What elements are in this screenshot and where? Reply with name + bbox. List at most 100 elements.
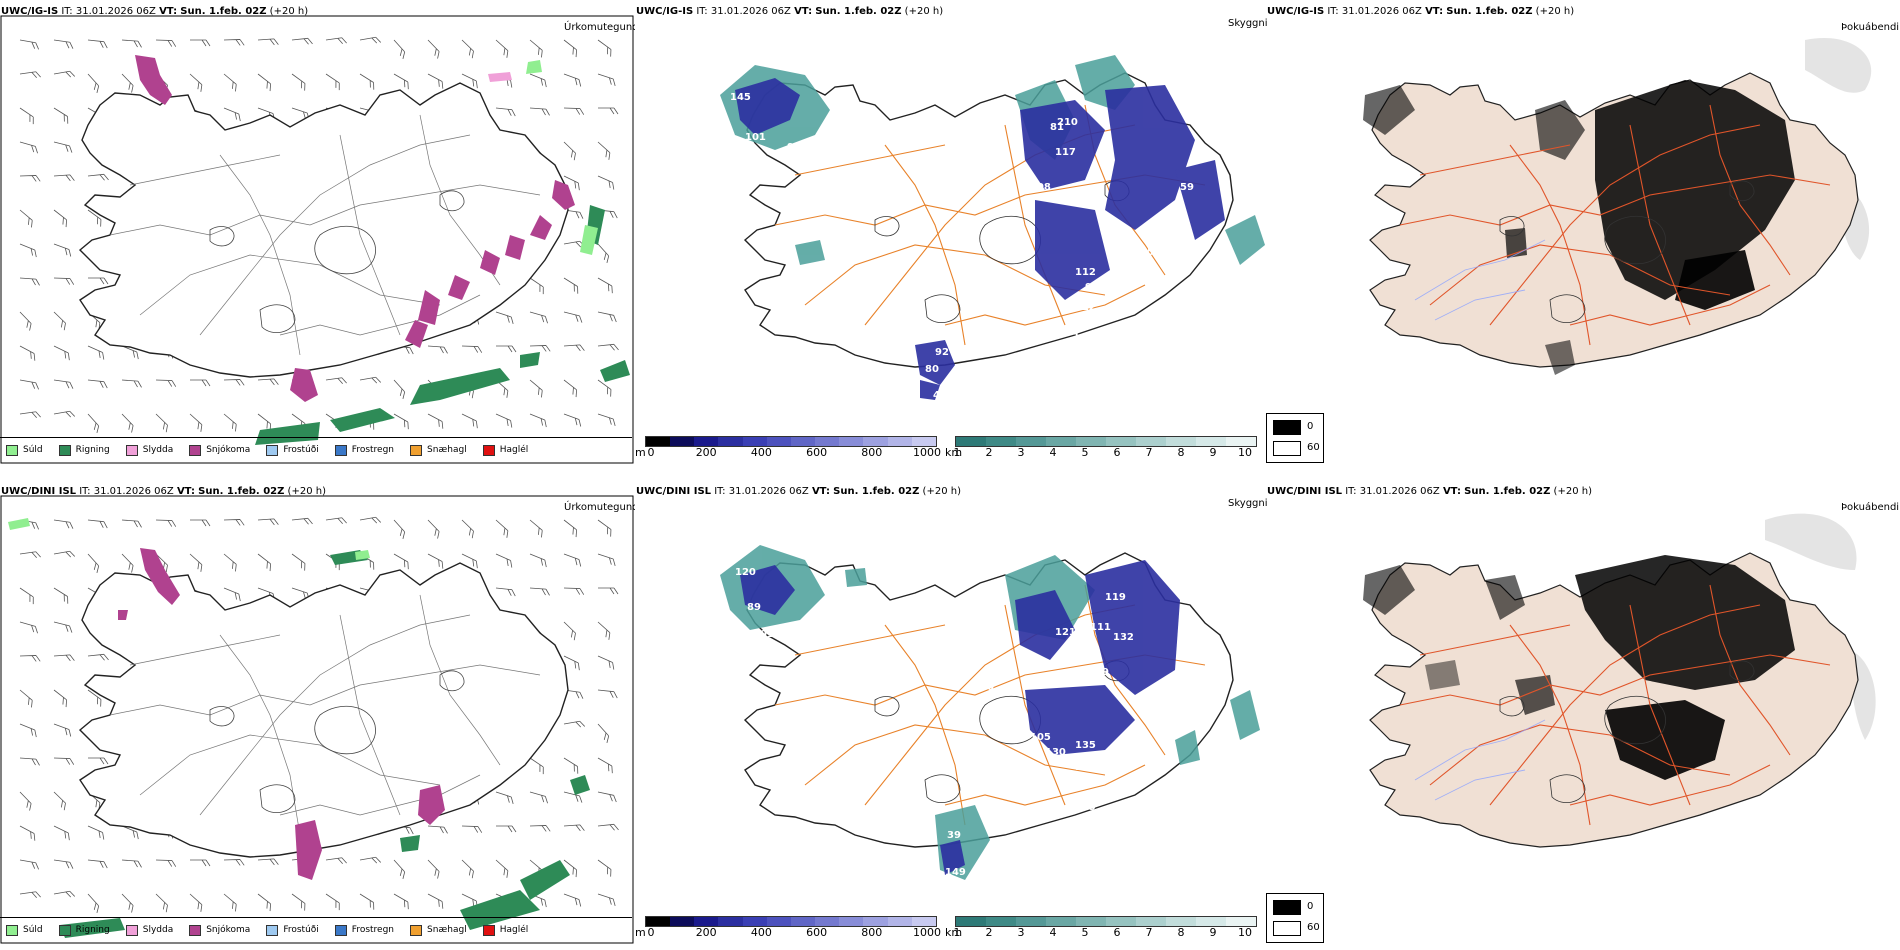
wind-barb: [359, 73, 375, 90]
wind-barb: [427, 893, 444, 909]
ceiling-label: 92: [935, 347, 949, 358]
wind-barb: [87, 39, 108, 49]
scale-tick: 9: [1209, 446, 1217, 459]
scale-unit: m: [635, 446, 646, 459]
ceiling-label: 81: [1050, 122, 1064, 133]
wind-barb: [223, 859, 245, 866]
precip-legend-item: Snæhagl: [410, 924, 467, 936]
ceiling-label: 120: [735, 567, 756, 578]
wind-barb: [53, 859, 74, 869]
wind-barb: [87, 653, 109, 661]
wind-barb: [563, 720, 586, 728]
precip-legend-swatch: [58, 444, 71, 456]
ceiling-label: 121: [1055, 627, 1076, 638]
panel-title: UWC/IG-IS IT: 31.01.2026 06Z VT: Sun. 1.…: [1267, 6, 1575, 17]
precip-legend-swatch: [266, 444, 279, 456]
precip-legend-swatch: [334, 444, 347, 456]
wind-barb: [597, 413, 616, 426]
wind-barb: [563, 73, 582, 87]
wind-barb: [87, 553, 100, 573]
wind-barb: [19, 39, 40, 50]
precip-legend-swatch: [125, 444, 138, 456]
wind-barb: [19, 243, 37, 258]
precip-type-map: [0, 495, 634, 944]
precip-legend-label: Frostregn: [351, 445, 395, 455]
wind-barb: [359, 516, 382, 524]
fog-map: [1363, 513, 1876, 848]
precip-legend-item: Frostúði: [266, 924, 319, 936]
wind-barb: [563, 277, 579, 294]
wind-barb: [597, 519, 612, 537]
wind-barb: [87, 173, 109, 181]
wind-barb: [121, 893, 134, 913]
wind-barb: [393, 39, 406, 59]
wind-barb: [597, 823, 619, 831]
wind-barb: [529, 413, 547, 428]
ceiling-label: 133: [1075, 762, 1096, 773]
wind-barb: [87, 345, 105, 360]
wind-barb: [597, 791, 617, 803]
scale-tick: 5: [1081, 446, 1089, 459]
wind-barb: [529, 587, 550, 596]
scale-tick: 200: [695, 926, 717, 939]
precip-legend-item: Rigning: [58, 444, 110, 456]
precip-legend-item: Slydda: [125, 924, 173, 936]
ceiling-label: 89: [747, 602, 761, 613]
panel-name: Úrkomutegund: [564, 22, 635, 33]
wind-barb: [563, 311, 583, 323]
wind-barb: [563, 757, 579, 774]
fog-legend-light-swatch: [1273, 921, 1301, 936]
precip-legend-label: Snæhagl: [427, 445, 467, 455]
ceiling-label: 100: [975, 82, 996, 93]
wind-barb: [563, 791, 583, 803]
wind-barb: [53, 519, 74, 529]
scale-tick: 2: [985, 446, 993, 459]
scale-tick: 0: [647, 926, 655, 939]
wind-barb: [87, 519, 108, 529]
wind-barb: [529, 107, 550, 116]
wind-barb: [495, 553, 513, 568]
panel-name: Skyggni: [1228, 498, 1268, 509]
wind-barb: [529, 39, 543, 58]
wind-barb: [53, 410, 76, 418]
precip-legend-item: Haglél: [482, 444, 528, 456]
wind-barb: [597, 655, 615, 670]
precip-legend-swatch: [410, 444, 423, 456]
wind-barb: [461, 519, 474, 539]
wind-barb: [121, 859, 142, 868]
wind-barb: [53, 141, 73, 153]
wind-barb: [427, 39, 440, 59]
wind-barb: [19, 689, 33, 708]
ceiling-label: 117: [1055, 147, 1076, 158]
precip-legend-swatch: [266, 924, 279, 936]
ceiling-label: 9: [1133, 262, 1140, 273]
wind-barb: [529, 791, 548, 804]
fog-areas: [1363, 555, 1795, 780]
wind-barb: [19, 379, 40, 390]
wind-barb: [461, 859, 474, 879]
wind-barb: [495, 413, 513, 428]
precip-legend-item: Rigning: [58, 924, 110, 936]
wind-barb: [529, 277, 544, 295]
ceiling-label: 111: [1080, 647, 1101, 658]
ceiling-label: 93: [1085, 282, 1099, 293]
wind-barb: [53, 209, 68, 228]
ceiling-areas: [740, 560, 1180, 875]
wind-barb: [563, 413, 582, 427]
wind-barb: [19, 587, 34, 605]
scale-tick: 8: [1177, 926, 1185, 939]
wind-barb: [597, 39, 612, 57]
wind-barb: [563, 39, 578, 58]
wind-barb: [529, 73, 547, 88]
wind-barb: [19, 891, 41, 898]
wind-barb: [223, 893, 237, 912]
precip-legend-swatch: [334, 924, 347, 936]
wind-barb: [155, 39, 177, 47]
ceiling-label: 135: [1075, 740, 1096, 751]
ceiling-map: 120 89 101 119 111 121 111 99 132 20 105 130 135 133 1…: [720, 545, 1260, 880]
visibility-scale: km 1 2 3 4 5 6 7 8 9 10: [945, 916, 1265, 946]
ceiling-label: 101: [753, 629, 774, 640]
wind-barb: [563, 893, 582, 907]
wind-barb: [155, 519, 177, 527]
wind-barb: [19, 107, 34, 125]
